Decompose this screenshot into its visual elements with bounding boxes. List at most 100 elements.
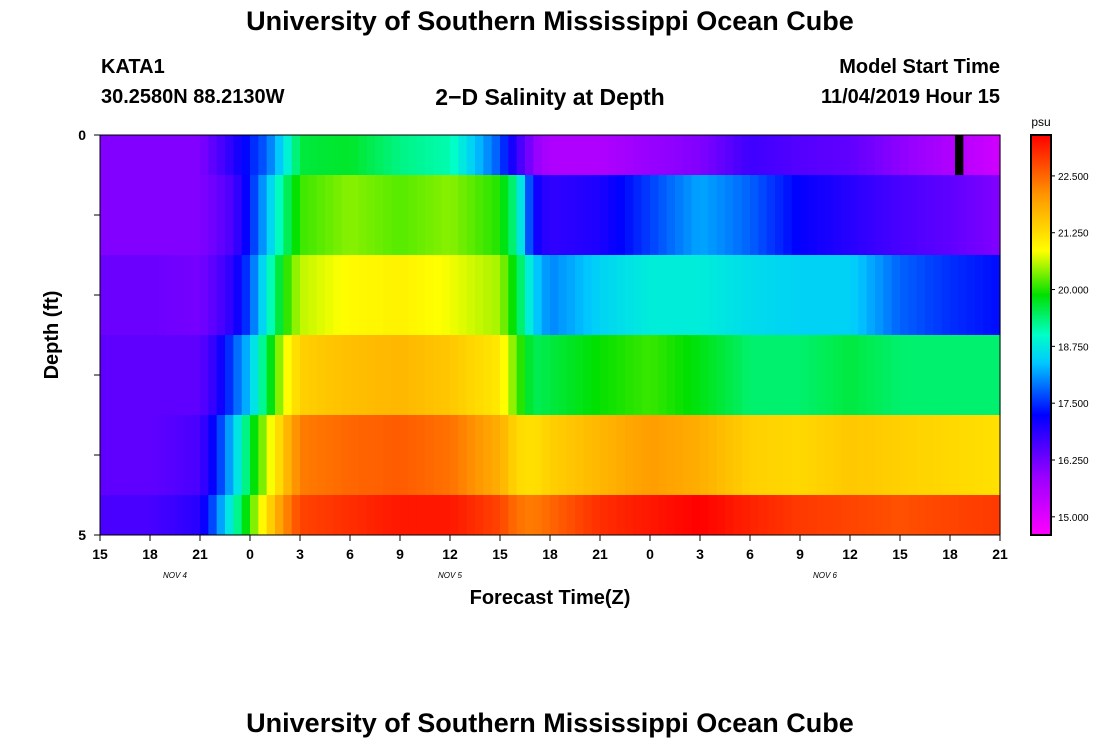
x-tick-label: 18: [942, 546, 958, 562]
heatmap-cell: [800, 335, 809, 415]
heatmap-cell: [858, 175, 868, 255]
heatmap-cell: [608, 175, 618, 255]
heatmap-cell: [425, 415, 434, 495]
heatmap-cell: [641, 495, 651, 535]
heatmap-cell: [325, 415, 334, 495]
x-tick-label: 9: [796, 546, 804, 562]
x-tick-label: 21: [592, 546, 608, 562]
heatmap-cell: [558, 495, 568, 535]
heatmap-cell: [991, 495, 1001, 535]
heatmap-cell: [816, 175, 826, 255]
heatmap-cell: [291, 255, 301, 335]
heatmap-cell: [625, 175, 634, 255]
heatmap-cell: [150, 135, 159, 175]
heatmap-cell: [366, 255, 376, 335]
heatmap-cell: [991, 135, 1001, 175]
heatmap-cell: [625, 495, 634, 535]
heatmap-cell: [875, 415, 884, 495]
heatmap-cell: [183, 415, 193, 495]
heatmap-cell: [675, 495, 684, 535]
heatmap-cell: [783, 135, 793, 175]
heatmap-cell: [941, 135, 951, 175]
x-tick-label: 18: [542, 546, 558, 562]
heatmap-cell: [450, 175, 459, 255]
heatmap-cell: [858, 135, 868, 175]
heatmap-cell: [666, 495, 676, 535]
heatmap-cell: [175, 255, 184, 335]
heatmap-cell: [675, 415, 684, 495]
heatmap-cell: [458, 335, 468, 415]
heatmap-cell: [741, 135, 751, 175]
heatmap-cell: [225, 335, 234, 415]
heatmap-cell: [358, 495, 368, 535]
heatmap-cell: [391, 495, 401, 535]
heatmap-cell: [941, 415, 951, 495]
heatmap-cell: [275, 135, 284, 175]
heatmap-cell: [925, 335, 934, 415]
heatmap-cell: [616, 175, 626, 255]
heatmap-cell: [975, 335, 984, 415]
x-tick-label: 15: [92, 546, 108, 562]
heatmap-cell: [900, 415, 909, 495]
heatmap-cell: [491, 335, 501, 415]
heatmap-cell: [441, 495, 451, 535]
heatmap-cell: [825, 255, 834, 335]
colorbar-tick-label: 18.750: [1058, 342, 1089, 353]
heatmap-cell: [591, 175, 601, 255]
heatmap-cell: [850, 495, 859, 535]
heatmap-cell: [291, 495, 301, 535]
heatmap-cell: [733, 415, 743, 495]
heatmap-cell: [866, 135, 876, 175]
heatmap-cell: [908, 135, 918, 175]
heatmap-cell: [975, 415, 984, 495]
heatmap-cell: [233, 255, 243, 335]
heatmap-cell: [525, 495, 534, 535]
heatmap-cell: [208, 175, 218, 255]
y-axis-label: Depth (ft): [41, 291, 63, 380]
heatmap-cell: [866, 255, 876, 335]
heatmap-cell: [691, 255, 701, 335]
heatmap-cell: [383, 415, 393, 495]
heatmap-cell: [300, 135, 309, 175]
heatmap-cell: [125, 415, 134, 495]
heatmap-cell: [658, 135, 668, 175]
heatmap-cell: [833, 255, 843, 335]
heatmap-cell: [641, 335, 651, 415]
heatmap-cell: [558, 175, 568, 255]
heatmap-cell: [158, 255, 168, 335]
heatmap-cell: [358, 135, 368, 175]
heatmap-cell: [958, 175, 968, 255]
heatmap-cell: [458, 255, 468, 335]
heatmap-cell: [783, 415, 793, 495]
heatmap-cell: [550, 415, 559, 495]
heatmap-cell: [100, 415, 109, 495]
heatmap-cell: [941, 335, 951, 415]
heatmap-cell: [258, 175, 268, 255]
heatmap-cell: [800, 415, 809, 495]
heatmap-cell: [683, 135, 693, 175]
heatmap-cell: [300, 255, 309, 335]
heatmap-cell: [425, 255, 434, 335]
heatmap-cell: [108, 255, 118, 335]
heatmap-cell: [641, 175, 651, 255]
heatmap-cell: [908, 255, 918, 335]
heatmap-cell: [375, 175, 384, 255]
heatmap-cell: [591, 335, 601, 415]
heatmap-cell: [366, 335, 376, 415]
heatmap-cell: [541, 335, 551, 415]
heatmap-cell: [808, 415, 818, 495]
heatmap-cell: [391, 135, 401, 175]
heatmap-cell: [816, 495, 826, 535]
heatmap-cell: [250, 135, 259, 175]
colorbar-tick-label: 20.000: [1058, 286, 1089, 297]
heatmap-cell: [358, 415, 368, 495]
heatmap-cell: [308, 495, 318, 535]
heatmap-cell: [283, 255, 293, 335]
heatmap-cell: [625, 415, 634, 495]
heatmap-cell: [975, 495, 984, 535]
heatmap-cell: [183, 175, 193, 255]
heatmap-cell: [383, 495, 393, 535]
heatmap-cell: [100, 335, 109, 415]
heatmap-cell: [991, 175, 1001, 255]
heatmap-cell: [783, 175, 793, 255]
